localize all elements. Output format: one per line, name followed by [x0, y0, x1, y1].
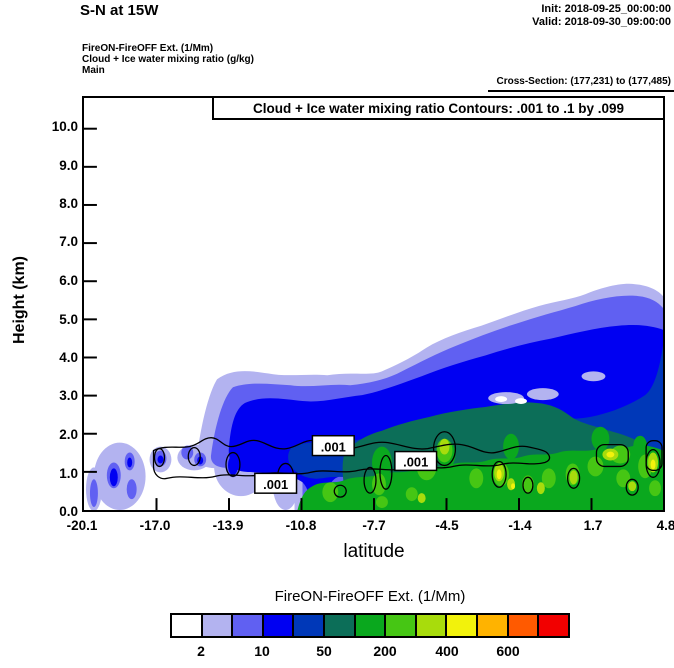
x-tick-label: -13.9 — [212, 518, 244, 533]
plot-area: .001 .001 .001 — [82, 96, 665, 512]
colorbar-cell — [476, 615, 507, 636]
colorbar-cell — [445, 615, 477, 636]
y-tick-label: 3.0 — [59, 388, 78, 403]
colorbar-title: FireON-FireOFF Ext. (1/Mm) — [274, 588, 466, 605]
fill-layer-yellow — [496, 451, 656, 490]
x-tick-label: 4.8 — [656, 518, 674, 533]
y-tick-label: 6.0 — [59, 273, 78, 288]
colorbar-cell — [353, 615, 385, 636]
run-times: Init: 2018-09-25_00:00:00 Valid: 2018-09… — [532, 3, 671, 29]
colorbar-cell — [231, 615, 262, 636]
contour-field: .001 .001 .001 — [84, 127, 663, 510]
page-title: S-N at 15W — [80, 2, 159, 19]
colorbar-cell — [414, 615, 446, 636]
y-tick-label: 9.0 — [59, 158, 78, 173]
colorbar-tick-label: 400 — [435, 643, 459, 659]
contour-label: .001 — [403, 454, 428, 469]
contour-label: .001 — [321, 440, 346, 455]
valid-time: Valid: 2018-09-30_09:00:00 — [532, 16, 671, 28]
contour-label-box — [394, 450, 438, 472]
y-tick-label: 0.0 — [59, 504, 78, 519]
colorbar-tick-label: 10 — [254, 643, 270, 659]
colorbar-tick-label: 200 — [373, 643, 397, 659]
cross-section-underline — [488, 90, 674, 92]
colorbar-cell — [172, 615, 201, 636]
y-tick-label: 5.0 — [59, 312, 78, 327]
contour-label-box — [254, 472, 298, 494]
colorbar-cell — [537, 615, 568, 636]
x-tick-label: -4.5 — [435, 518, 459, 533]
x-tick-label: -20.1 — [66, 518, 98, 533]
fill-layer-yellowgreen — [417, 438, 659, 504]
field-line-2: Cloud + Ice water mixing ratio (g/kg) — [82, 54, 254, 65]
x-axis-title: latitude — [343, 541, 405, 562]
field-line-1: FireON-FireOFF Ext. (1/Mm) — [82, 43, 214, 54]
colorbar-cell — [384, 615, 415, 636]
y-tick-label: 4.0 — [59, 350, 78, 365]
in-plot-title: Cloud + Ice water mixing ratio Contours:… — [212, 96, 665, 120]
x-tick-label: -7.7 — [362, 518, 386, 533]
colorbar-tick-label: 600 — [496, 643, 520, 659]
contour-lines — [152, 431, 663, 498]
x-tick-label: -1.4 — [508, 518, 532, 533]
x-tick-label: 1.7 — [583, 518, 603, 533]
colorbar — [170, 613, 570, 638]
contour-label: .001 — [263, 477, 288, 492]
fill-layer-white-spots — [495, 396, 527, 405]
x-tick-label: -10.8 — [285, 518, 317, 533]
colorbar-cell — [506, 615, 538, 636]
y-tick-label: 7.0 — [59, 234, 78, 249]
init-time: Init: 2018-09-25_00:00:00 — [541, 3, 671, 15]
contour-label-boxes: .001 .001 .001 — [254, 434, 438, 494]
colorbar-cell — [323, 615, 354, 636]
y-tick-label: 8.0 — [59, 196, 78, 211]
field-line-3: Main — [82, 65, 105, 76]
colorbar-tick-label: 50 — [316, 643, 332, 659]
colorbar-tick-label: 2 — [197, 643, 205, 659]
y-tick-label: 10.0 — [51, 119, 78, 134]
cross-section-label: Cross-Section: (177,231) to (177,485) — [496, 76, 671, 87]
field-description: FireON-FireOFF Ext. (1/Mm) Cloud + Ice w… — [82, 43, 254, 76]
x-tick-label: -17.0 — [139, 518, 171, 533]
y-tick-label: 2.0 — [59, 427, 78, 442]
colorbar-cell — [292, 615, 324, 636]
axis-tick-marks — [84, 127, 593, 510]
contour-label-box — [311, 434, 355, 457]
y-axis-title: Height (km) — [11, 256, 28, 344]
colorbar-cell — [261, 615, 293, 636]
colorbar-cell — [200, 615, 232, 636]
y-tick-label: 1.0 — [59, 466, 78, 481]
